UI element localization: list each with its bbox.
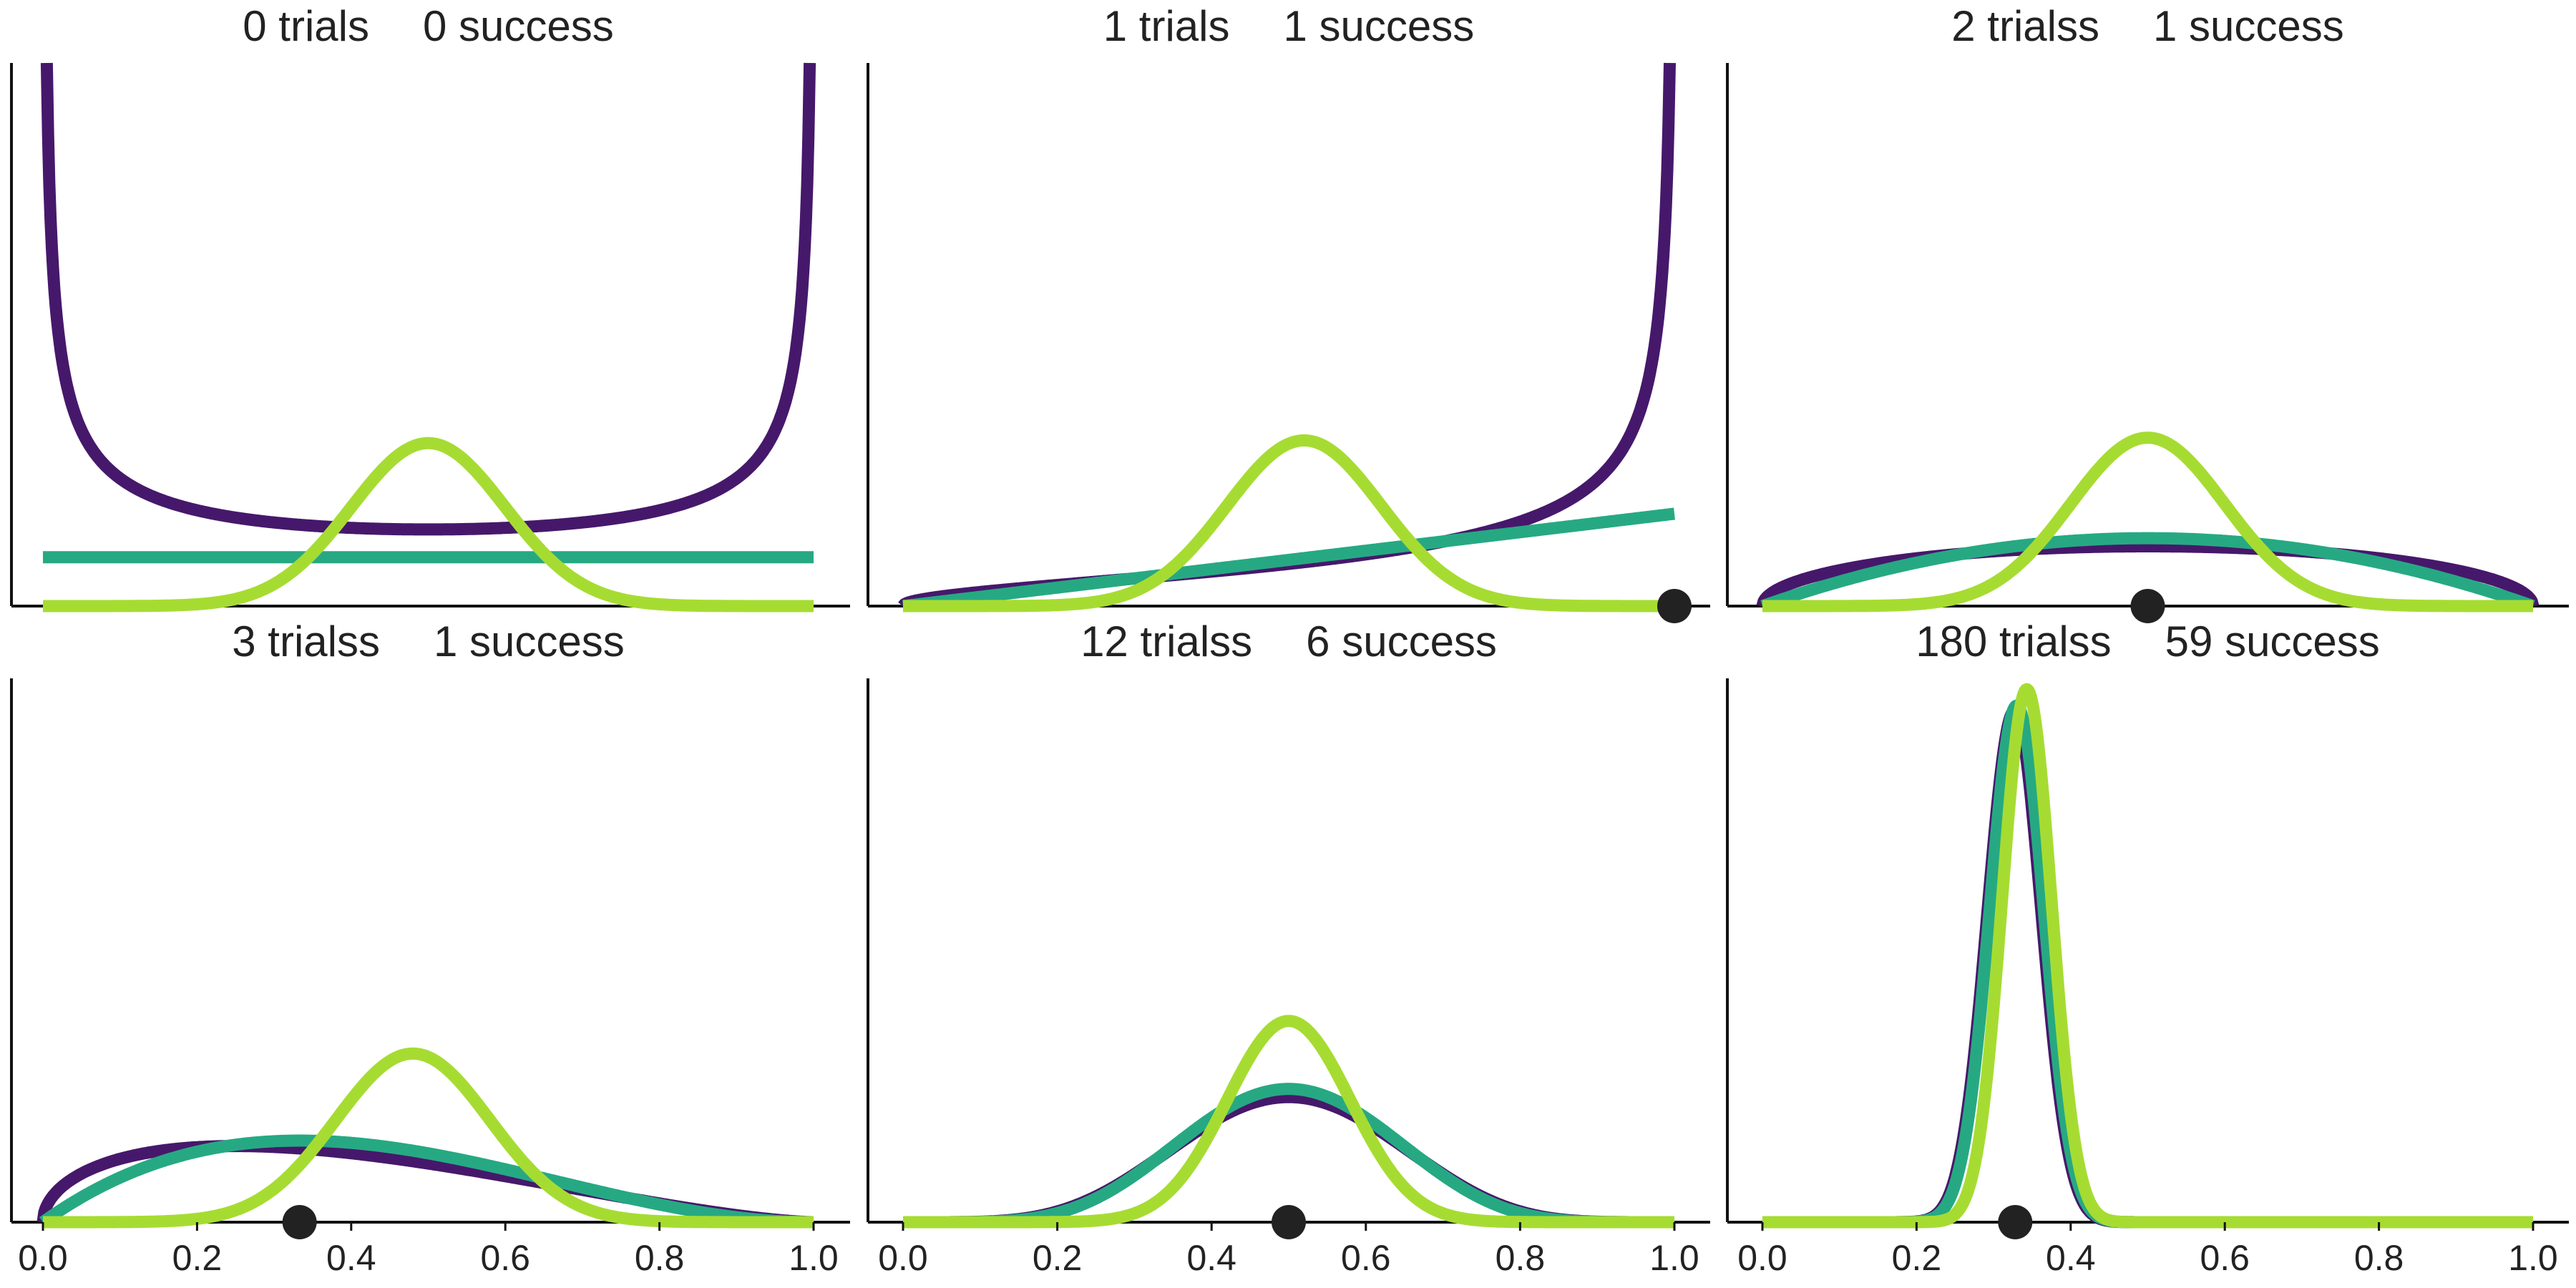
panel-title: 3 trialss 1 success (232, 618, 625, 665)
x-tick-label: 0.2 (1033, 1238, 1083, 1278)
x-tick-label: 0.4 (1186, 1238, 1236, 1278)
x-tick-label: 1.0 (1649, 1238, 1699, 1278)
series-curve-1 (40, 62, 816, 536)
x-tick-label: 0.8 (635, 1238, 685, 1278)
x-tick-label: 0.2 (172, 1238, 223, 1278)
series-curve-3 (38, 1047, 819, 1229)
x-tick-label: 0.0 (18, 1238, 68, 1278)
x-tick-label: 0.4 (326, 1238, 376, 1278)
panel-title-success: 59 success (2165, 618, 2380, 665)
x-tick-label: 0.0 (1737, 1238, 1787, 1278)
panel-2: 1 trials 1 success (867, 2, 1710, 623)
panel-6: 180 trialss 59 success 0.0 0.2 0.4 0.6 0.8 1.0 (1726, 618, 2569, 1278)
panel-3: 2 trialss 1 success (1726, 2, 2569, 623)
x-tick-label: 0.2 (1892, 1238, 1942, 1278)
observed-point (2130, 589, 2165, 623)
series-curve-3 (1757, 431, 2538, 613)
x-tick-label: 0.8 (2354, 1238, 2404, 1278)
series-curve-2 (898, 1083, 1679, 1229)
series-curve-3 (1757, 683, 2538, 1229)
panel-4: 3 trialss 1 success 0.0 0.2 0.4 0.6 0.8 1.0 (10, 618, 850, 1278)
panel-title: 12 trialss 6 success (1080, 618, 1497, 665)
panel-title-trials: 180 trialss (1916, 618, 2111, 665)
panel-title: 2 trialss 1 success (1951, 2, 2344, 50)
x-tick-label: 1.0 (789, 1238, 839, 1278)
x-tick-label: 1.0 (2508, 1238, 2558, 1278)
x-tick-label: 0.6 (480, 1238, 530, 1278)
panel-5: 12 trialss 6 success 0.0 0.2 0.4 0.6 0.8 1.0 (867, 618, 1710, 1278)
panel-title-trials: 0 trials (243, 2, 369, 50)
panel-title-success: 0 success (423, 2, 614, 50)
panel-title: 0 trials 0 success (243, 2, 614, 50)
panel-title-success: 1 success (434, 618, 625, 665)
x-tick-label: 0.6 (2200, 1238, 2250, 1278)
observed-point (282, 1205, 317, 1239)
panel-title-success: 1 success (1283, 2, 1474, 50)
x-tick-label: 0.0 (878, 1238, 928, 1278)
observed-point (1272, 1205, 1306, 1239)
series-curve-2 (1757, 699, 2538, 1229)
series-curve-2 (1757, 532, 2538, 613)
series-curve-1 (1756, 540, 2540, 608)
x-tick-label: 0.4 (2046, 1238, 2096, 1278)
panel-title-success: 1 success (2153, 2, 2344, 50)
x-tick-label: 0.8 (1496, 1238, 1546, 1278)
series-curve-1 (1757, 705, 2538, 1229)
panel-title: 180 trialss 59 success (1916, 618, 2380, 665)
series-curve-2 (898, 507, 1679, 613)
panel-title-trials: 1 trials (1103, 2, 1230, 50)
x-tick-label: 0.6 (1341, 1238, 1391, 1278)
observed-point (1998, 1205, 2033, 1239)
series-curve-3 (898, 1015, 1679, 1229)
panel-title-trials: 12 trialss (1080, 618, 1252, 665)
series-curve-1 (898, 1091, 1679, 1229)
series-curve-3 (38, 436, 819, 613)
panel-title-trials: 2 trialss (1951, 2, 2099, 50)
panel-title: 1 trials 1 success (1103, 2, 1475, 50)
panel-title-trials: 3 trialss (232, 618, 380, 665)
observed-point (1657, 589, 1692, 623)
panel-1: 0 trials 0 success (10, 2, 850, 613)
panel-title-success: 6 success (1306, 618, 1497, 665)
series-curve-3 (898, 434, 1679, 613)
series-curve-2 (38, 1134, 819, 1229)
